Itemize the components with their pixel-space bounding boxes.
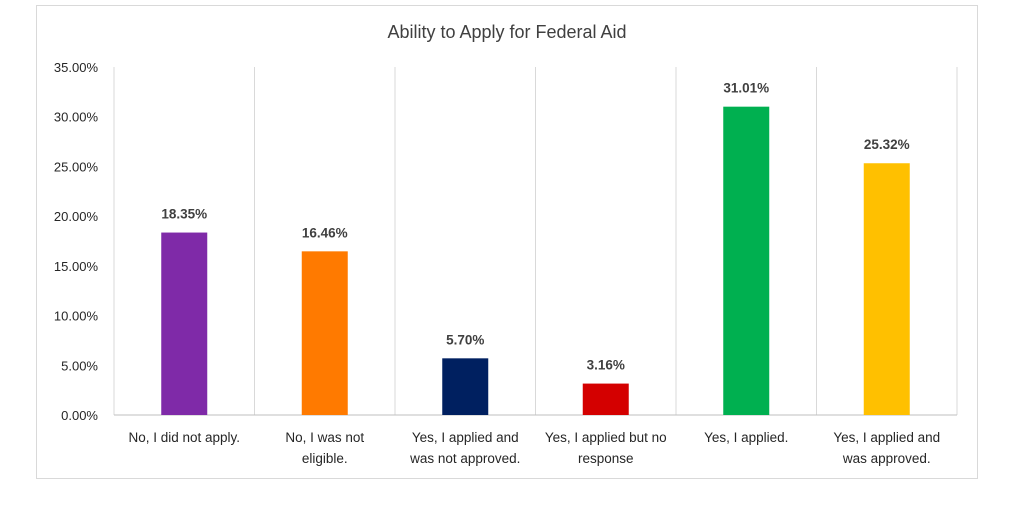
- x-tick-label: Yes, I applied and: [833, 430, 940, 445]
- bar: [582, 383, 629, 415]
- y-tick-label: 35.00%: [54, 60, 99, 75]
- y-tick-label: 0.00%: [61, 408, 98, 423]
- x-tick-label: No, I was not: [285, 430, 364, 445]
- y-tick-label: 30.00%: [54, 110, 99, 125]
- data-label: 3.16%: [587, 358, 625, 373]
- data-label: 5.70%: [446, 332, 484, 347]
- x-tick-label: Yes, I applied.: [704, 430, 788, 445]
- x-tick-label: eligible.: [302, 451, 348, 466]
- data-label: 31.01%: [723, 81, 769, 96]
- x-tick-label: Yes, I applied and: [412, 430, 519, 445]
- data-label: 25.32%: [864, 137, 910, 152]
- y-tick-label: 10.00%: [54, 309, 99, 324]
- y-tick-label: 15.00%: [54, 259, 99, 274]
- bar: [723, 106, 770, 415]
- bar: [301, 251, 348, 415]
- data-label: 18.35%: [161, 207, 207, 222]
- gridlines: [113, 67, 958, 415]
- y-tick-label: 20.00%: [54, 209, 99, 224]
- x-tick-label: was not approved.: [409, 451, 520, 466]
- bar: [442, 358, 489, 415]
- chart-title: Ability to Apply for Federal Aid: [387, 22, 626, 42]
- labels: 18.35% No, I did not apply. 16.46% No, I wa…: [128, 81, 940, 466]
- x-tick-label: Yes, I applied but no: [545, 430, 667, 445]
- bar: [863, 163, 910, 415]
- y-tick-label: 25.00%: [54, 159, 99, 174]
- axes: 0.00% 5.00% 10.00% 15.00% 20.00% 25.00% 30.00%…: [54, 60, 957, 423]
- bar: [161, 232, 208, 415]
- data-label: 16.46%: [302, 225, 348, 240]
- bars: [161, 106, 910, 415]
- x-tick-label: was approved.: [842, 451, 931, 466]
- x-tick-label: No, I did not apply.: [128, 430, 240, 445]
- x-tick-label: response: [578, 451, 634, 466]
- y-tick-label: 5.00%: [61, 358, 98, 373]
